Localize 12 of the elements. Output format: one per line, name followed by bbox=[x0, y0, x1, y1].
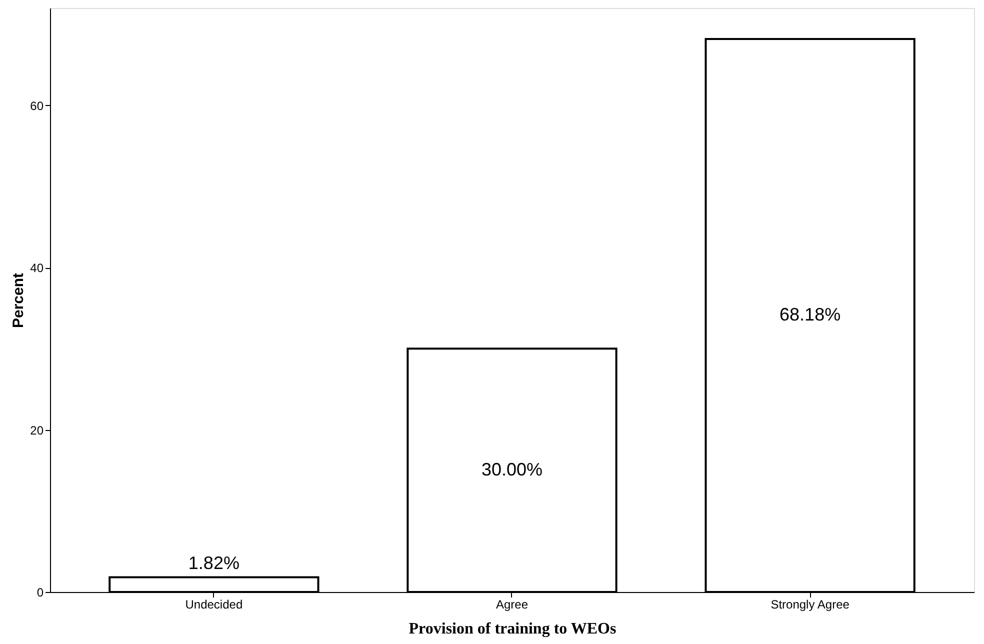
x-tick-label: Strongly Agree bbox=[770, 598, 850, 612]
y-tick-label: 20 bbox=[30, 423, 44, 438]
y-tick-label: 0 bbox=[36, 586, 44, 600]
y-axis-title: Percent bbox=[10, 272, 28, 328]
data-label: 68.18% bbox=[780, 304, 841, 324]
x-tick-label: Agree bbox=[496, 598, 528, 612]
x-axis-title: Provision of training to WEOs bbox=[408, 620, 616, 638]
x-tick-label: Undecided bbox=[185, 598, 243, 612]
data-label: 1.82% bbox=[188, 553, 240, 574]
y-tick-label: 60 bbox=[30, 98, 44, 113]
y-tick-label: 40 bbox=[30, 261, 44, 276]
data-label: 30.00% bbox=[481, 459, 543, 480]
